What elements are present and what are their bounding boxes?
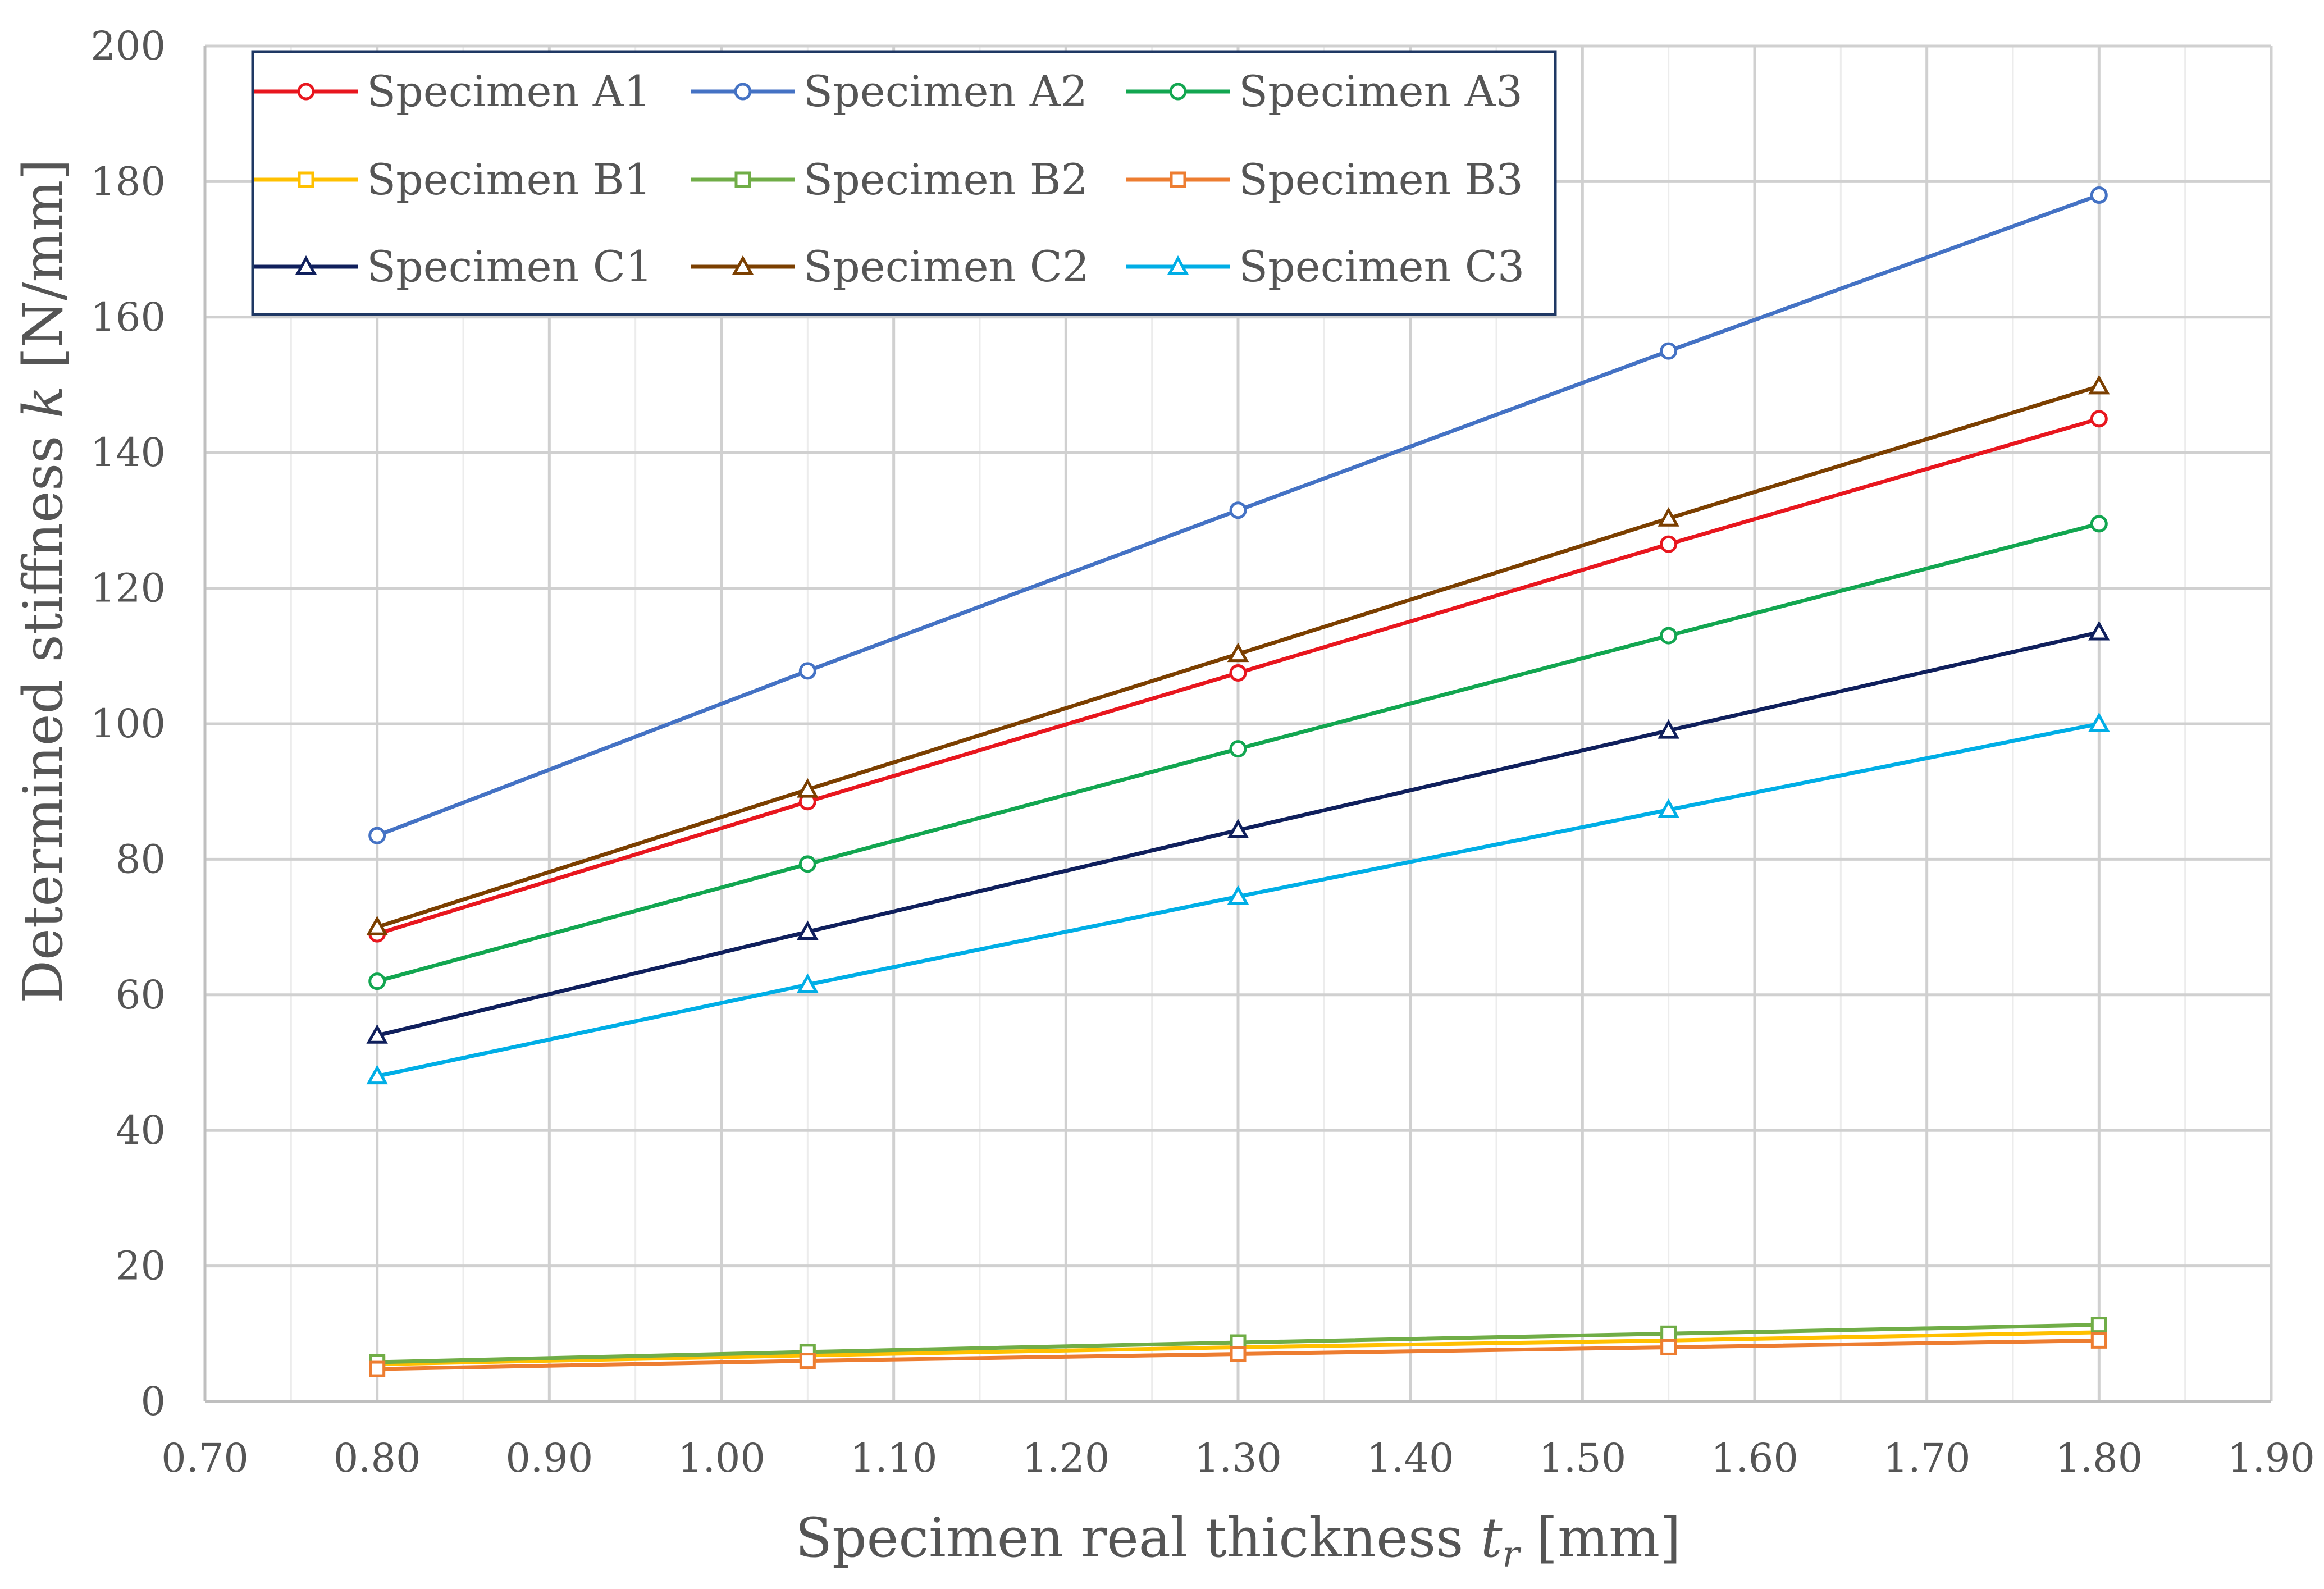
x-tick-label: 1.80 [2055, 1435, 2143, 1481]
data-point-specimen-b3 [1230, 1346, 1247, 1363]
data-point-specimen-a3 [1660, 627, 1678, 645]
data-point-specimen-b3 [799, 1353, 816, 1369]
data-point-specimen-c3 [366, 1065, 388, 1085]
y-tick-label: 0 [140, 1378, 166, 1424]
x-tick-label: 1.30 [1194, 1435, 1282, 1481]
y-tick-label: 160 [90, 294, 166, 340]
legend-items: Specimen A1 Specimen A2 Specimen A3 Specime… [254, 66, 1524, 291]
data-point-specimen-b3 [1660, 1339, 1677, 1355]
data-point-specimen-c2 [366, 915, 388, 935]
data-point-specimen-a1 [1229, 664, 1247, 682]
legend-box [251, 50, 1557, 316]
legend-swatch-marker [297, 83, 315, 101]
data-point-specimen-a3 [368, 972, 386, 990]
data-point-specimen-c3 [2088, 712, 2110, 732]
legend-swatch-marker [1169, 83, 1187, 101]
data-point-specimen-a1 [2090, 410, 2108, 428]
series-markers [366, 186, 2110, 1377]
x-tick-label: 1.40 [1367, 1435, 1454, 1481]
legend-swatch-marker [734, 171, 751, 188]
data-point-specimen-a2 [1660, 342, 1678, 360]
y-tick-label: 40 [116, 1107, 166, 1153]
legend-label: Specimen B2 [803, 154, 1088, 204]
y-tick-label: 80 [116, 836, 166, 882]
data-point-specimen-a2 [1229, 501, 1247, 519]
legend-swatch-marker [1170, 171, 1186, 188]
axes: 0.70 0.80 0.90 1.00 1.10 1.20 1.30 1.40 1.50 1.60… [90, 23, 2315, 1481]
data-point-specimen-c3 [1658, 798, 1679, 818]
data-point-specimen-a3 [2090, 515, 2108, 533]
x-axis-title: Specimen real thickness tr [mm] [795, 1506, 1681, 1576]
y-tick-label: 20 [116, 1243, 166, 1289]
y-tick-label: 100 [90, 701, 166, 747]
y-tick-label: 60 [116, 972, 166, 1018]
legend-item-specimen-c2: Specimen C2 [691, 241, 1089, 291]
y-tick-label: 180 [90, 158, 166, 204]
y-axis-title: Determined stiffness k [N/mm] [12, 159, 75, 1003]
legend-label: Specimen B3 [1239, 154, 1523, 204]
data-point-specimen-a1 [1660, 535, 1678, 553]
data-point-specimen-a2 [798, 662, 816, 680]
legend-item-specimen-a2: Specimen A2 [691, 66, 1088, 116]
y-tick-label: 140 [90, 430, 166, 476]
y-tick-label: 200 [90, 23, 166, 69]
data-point-specimen-a3 [1229, 740, 1247, 758]
legend-swatch-marker [734, 83, 752, 101]
legend-swatch-marker [1167, 255, 1189, 275]
x-tick-label: 0.80 [334, 1435, 421, 1481]
data-point-specimen-c2 [1227, 642, 1249, 663]
data-point-specimen-a2 [2090, 186, 2108, 204]
x-tick-label: 1.10 [850, 1435, 938, 1481]
x-tick-label: 1.70 [1883, 1435, 1971, 1481]
data-point-specimen-c3 [1227, 885, 1249, 905]
legend-swatch-marker [295, 255, 317, 275]
y-tick-label: 120 [90, 565, 166, 611]
legend-swatch-marker [732, 255, 754, 275]
data-point-specimen-c3 [797, 973, 819, 993]
legend-label: Specimen A2 [803, 66, 1088, 116]
legend-label: Specimen C1 [367, 241, 652, 291]
data-point-specimen-b3 [2090, 1332, 2107, 1349]
x-tick-label: 1.50 [1538, 1435, 1626, 1481]
legend-label: Specimen C3 [1239, 241, 1524, 291]
data-point-specimen-b2 [1660, 1325, 1677, 1342]
data-point-specimen-a2 [368, 827, 386, 844]
legend-item-specimen-b1: Specimen B1 [254, 154, 651, 204]
data-point-specimen-c2 [1658, 507, 1679, 527]
x-tick-label: 1.60 [1711, 1435, 1798, 1481]
legend-item-specimen-a1: Specimen A1 [254, 66, 651, 116]
data-point-specimen-c1 [366, 1024, 388, 1044]
data-point-specimen-b2 [2090, 1317, 2107, 1334]
data-point-specimen-c1 [1227, 819, 1249, 838]
legend-label: Specimen A1 [367, 66, 651, 116]
legend-label: Specimen A3 [1239, 66, 1523, 116]
legend-label: Specimen B1 [367, 154, 651, 204]
legend-label: Specimen C2 [803, 241, 1089, 291]
x-tick-label: 1.20 [1022, 1435, 1110, 1481]
data-point-specimen-b3 [369, 1360, 386, 1377]
x-tick-label: 1.90 [2227, 1435, 2315, 1481]
legend-item-specimen-b2: Specimen B2 [691, 154, 1088, 204]
legend: Specimen A1 Specimen A2 Specimen A3 Specime… [251, 50, 1557, 316]
legend-swatch-marker [298, 171, 314, 188]
legend-item-specimen-c1: Specimen C1 [254, 241, 652, 291]
data-point-specimen-c1 [2088, 620, 2110, 641]
data-point-specimen-a3 [798, 855, 816, 873]
legend-item-specimen-b3: Specimen B3 [1126, 154, 1523, 204]
x-tick-label: 1.00 [678, 1435, 765, 1481]
data-point-specimen-c2 [2088, 375, 2110, 395]
data-point-specimen-c2 [797, 778, 819, 798]
legend-item-specimen-c3: Specimen C3 [1126, 241, 1524, 291]
x-tick-label: 0.70 [161, 1435, 249, 1481]
legend-item-specimen-a3: Specimen A3 [1126, 66, 1523, 116]
data-point-specimen-c1 [797, 920, 819, 940]
data-point-specimen-c1 [1658, 719, 1679, 739]
x-tick-label: 0.90 [505, 1435, 593, 1481]
